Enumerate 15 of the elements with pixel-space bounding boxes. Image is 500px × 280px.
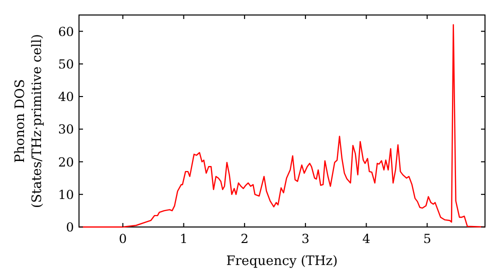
y-tick-label: 50	[58, 56, 74, 72]
y-tick-label: 10	[58, 186, 74, 202]
y-tick-label: 30	[58, 122, 74, 137]
y-tick-label: 0	[66, 220, 74, 234]
x-tick-label: 4	[362, 231, 370, 246]
y-axis-title: Phonon DOS (States/THz·primitive cell)	[13, 34, 45, 208]
x-tick-label: 2	[240, 231, 249, 246]
y-tick-label: 40	[58, 89, 74, 104]
y-tick-label: 20	[58, 154, 74, 170]
x-tick-label: 0	[118, 231, 127, 246]
x-tick-label: 3	[301, 231, 310, 246]
y-tick-label: 60	[58, 24, 74, 39]
x-axis-title: Frequency (THz)	[226, 254, 338, 269]
x-tick-label: 5	[423, 231, 432, 246]
x-tick-label: 1	[180, 231, 188, 246]
